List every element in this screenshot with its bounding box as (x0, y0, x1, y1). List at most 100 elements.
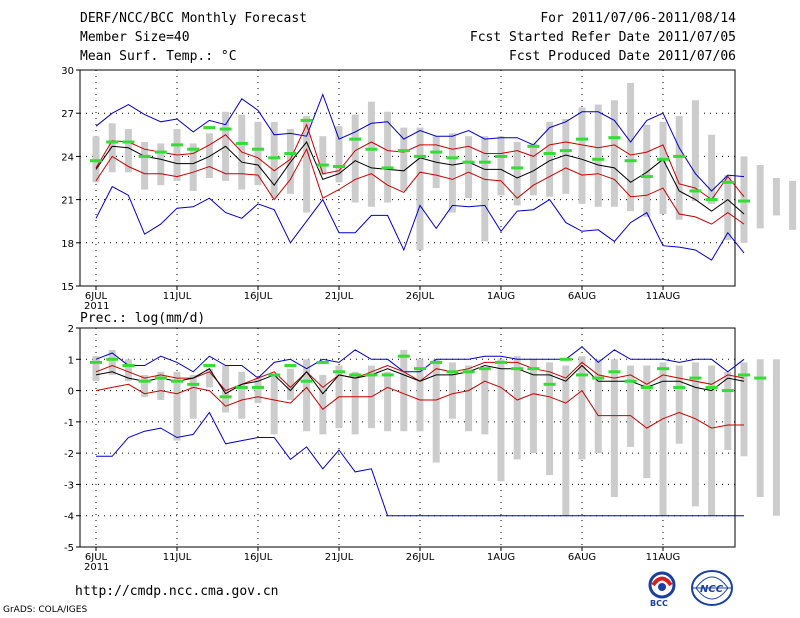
temp-y-tick-label: 24 (61, 152, 74, 163)
prec-y-tick-label: 0 (68, 387, 74, 398)
temp-spread-box (546, 121, 554, 197)
temp-spread-box (416, 127, 424, 250)
prec-spread-box (465, 365, 473, 432)
prec-spread-box (254, 378, 262, 404)
fcst-produced-date: Fcst Produced Date 2011/07/06 (509, 49, 736, 64)
temp-spread-box (189, 143, 197, 191)
prec-y-tick-label: -2 (64, 449, 74, 460)
prec-spread-box (384, 371, 392, 432)
temp-spread-box (108, 123, 116, 173)
temp-y-tick-label: 15 (61, 282, 74, 293)
prec-spread-box (578, 356, 586, 460)
temp-spread-box (157, 143, 165, 186)
prec-spread-box (643, 365, 651, 479)
prec-x-tick-label: 11JUL (163, 552, 192, 563)
prec-x-tick-label: 16JUL (244, 552, 273, 563)
temp-spread-box (384, 111, 392, 203)
temp-spread-box (400, 127, 408, 191)
prec-spread-box (772, 359, 780, 516)
temp-spread-box (270, 121, 278, 199)
temp-spread-box (319, 136, 327, 176)
prec-spread-box (416, 359, 424, 432)
prec-spread-box (432, 359, 440, 463)
prec-year-label: 2011 (84, 562, 109, 573)
prec-spread-box (562, 365, 570, 516)
prec-plot-frame (79, 327, 736, 548)
prec-spread-box (141, 374, 149, 397)
temp-spread-box (205, 133, 213, 178)
temp-max-line (95, 93, 745, 192)
temp-spread-box (141, 142, 149, 190)
prec-lower-line (95, 380, 744, 429)
prec-spread-box (627, 365, 635, 447)
prec-spread-box (610, 359, 618, 497)
member-size: Member Size=40 (80, 30, 190, 45)
prec-x-tick-label: 6AUG (568, 552, 596, 563)
temp-spread-box (691, 100, 699, 202)
bcc-logo-core (658, 583, 666, 591)
ncc-logo-text: NCC (700, 584, 724, 595)
prec-spread-box (205, 368, 213, 388)
temp-min-line (95, 185, 745, 261)
prec-spread-box (238, 371, 246, 419)
bcc-logo-text: BCC (650, 599, 668, 608)
temp-year-label: 2011 (84, 301, 109, 312)
prec-spread-box (270, 374, 278, 435)
bcc-logo-swirl (651, 576, 673, 587)
prec-spread-box (513, 356, 521, 460)
temp-spread-box (610, 100, 618, 207)
bcc-logo: BCC (648, 571, 676, 608)
prec-spread-box (691, 362, 699, 507)
prec-x-tick-label: 21JUL (325, 552, 354, 563)
temp-x-tick-label: 16JUL (244, 291, 273, 302)
prec-x-tick-label: 6JUL (85, 552, 108, 563)
prec-spread-box (286, 368, 294, 400)
prec-spread-box (173, 371, 181, 441)
source-url[interactable]: http://cmdp.ncc.cma.gov.cn (75, 584, 279, 599)
temp-x-tick-label: 26JUL (406, 291, 435, 302)
temp-spread-box (513, 142, 521, 206)
temp-spread-box (675, 116, 683, 220)
temp-x-tick-label: 6AUG (568, 291, 596, 302)
prec-y-tick-label: 1 (68, 355, 74, 366)
temp-upper-line (95, 123, 745, 201)
prec-spread-box (481, 368, 489, 435)
temp-spread-box (448, 133, 456, 213)
prec-spread-box (124, 359, 132, 382)
prec-spread-box (708, 365, 716, 516)
temp-spread-box (772, 178, 780, 216)
prec-spread-box (740, 362, 748, 457)
temp-spread-box (643, 124, 651, 217)
prec-spread-box (189, 374, 197, 419)
temp-y-tick-label: 21 (61, 196, 74, 207)
ncc-logo: NCC (691, 570, 733, 606)
prec-spread-box (222, 365, 230, 413)
temp-x-tick-label: 11AUG (646, 291, 681, 302)
prec-spread-box (546, 362, 554, 476)
temp-spread-box (529, 143, 537, 196)
temp-spread-box (335, 126, 343, 183)
prec-spread-box (724, 371, 732, 451)
prec-spread-box (157, 371, 165, 400)
temp-x-tick-label: 21JUL (325, 291, 354, 302)
prec-spread-box (108, 349, 116, 375)
prec-spread-box (351, 371, 359, 435)
temp-spread-box (481, 136, 489, 242)
prec-y-tick-label: -5 (64, 543, 74, 554)
grads-credit: GrADS: COLA/IGES (3, 605, 88, 615)
prec-y-tick-label: -3 (64, 480, 74, 491)
forecast-period: For 2011/07/06-2011/08/14 (540, 11, 736, 26)
prec-x-tick-label: 1AUG (487, 552, 515, 563)
prec-max-line (95, 346, 745, 379)
prec-min-line (96, 411, 744, 517)
prec-mean-line (95, 364, 745, 395)
temp-y-tick-label: 30 (61, 66, 74, 77)
temp-spread-box (627, 82, 635, 212)
prec-y-tick-label: -4 (64, 512, 74, 523)
temp-spread-box (562, 118, 570, 194)
temp-spread-box (465, 136, 473, 199)
temp-x-tick-label: 6JUL (85, 291, 108, 302)
temp-spread-box (724, 175, 732, 240)
prec-spread-box (303, 359, 311, 432)
prec-spread-box (756, 359, 764, 497)
